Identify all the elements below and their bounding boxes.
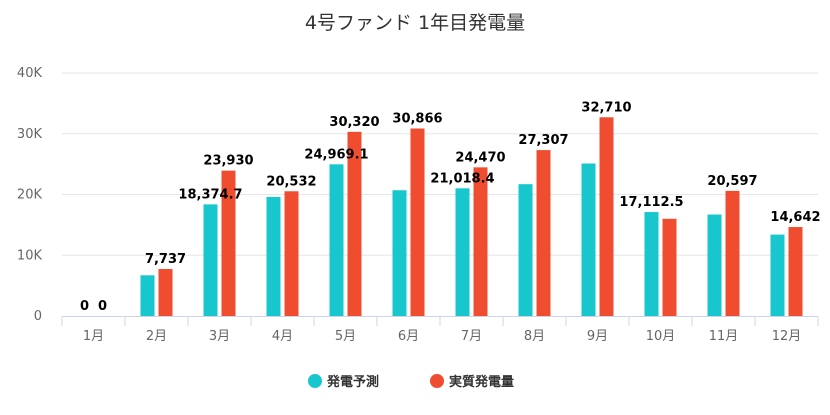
data-label: 17,112.5 (619, 195, 683, 210)
bar[interactable] (347, 131, 362, 316)
x-tick-label: 12月 (772, 329, 802, 344)
bar[interactable] (599, 117, 614, 317)
data-label: 24,969.1 (304, 147, 368, 162)
bar[interactable] (455, 188, 470, 316)
x-tick-label: 6月 (398, 329, 419, 344)
chart-title: 4号ファンド 1年目発電量 (305, 12, 525, 34)
data-labels: 0 18,374.7 24,969.1 21,018.4 17,112.5 0 7,737 2… (80, 100, 821, 314)
bar[interactable] (329, 164, 344, 316)
bar[interactable] (221, 170, 236, 316)
bar[interactable] (266, 196, 281, 316)
grid (62, 72, 818, 256)
y-tick-label: 20K (17, 188, 43, 203)
x-axis: 1月 2月 3月 4月 5月 6月 7月 8月 9月 10月 11月 12月 (61, 316, 819, 344)
data-label: 30,320 (329, 115, 379, 130)
bar[interactable] (284, 191, 299, 316)
x-tick-label: 3月 (209, 329, 230, 344)
data-label: 0 (80, 299, 89, 314)
x-tick-label: 5月 (335, 329, 356, 344)
data-label: 23,930 (203, 154, 253, 169)
legend-item[interactable]: 発電予測 (308, 374, 379, 390)
data-label: 0 (98, 299, 107, 314)
legend-marker (430, 374, 444, 388)
y-tick-label: 10K (17, 248, 43, 263)
legend-marker (308, 374, 322, 388)
x-tick-label: 2月 (146, 329, 167, 344)
data-label: 21,018.4 (430, 171, 494, 186)
bar[interactable] (770, 234, 785, 316)
bar[interactable] (707, 214, 722, 316)
x-tick-label: 11月 (709, 329, 739, 344)
data-label: 32,710 (581, 100, 631, 115)
x-tick-label: 8月 (524, 329, 545, 344)
bar[interactable] (392, 190, 407, 316)
y-tick-label: 40K (17, 66, 43, 81)
bar[interactable] (158, 268, 173, 316)
legend-item[interactable]: 実質発電量 (430, 374, 514, 390)
data-label: 7,737 (145, 252, 186, 267)
data-label: 30,866 (392, 111, 442, 126)
x-tick-label: 1月 (83, 329, 104, 344)
bar[interactable] (473, 167, 488, 316)
data-label: 14,642 (770, 210, 820, 225)
data-label: 20,532 (266, 174, 316, 189)
bar[interactable] (725, 190, 740, 316)
bar[interactable] (644, 212, 659, 316)
legend-label: 実質発電量 (449, 374, 514, 390)
y-axis-ticks: 0 10K 20K 30K 40K (17, 66, 43, 324)
legend-label: 発電予測 (326, 374, 379, 390)
bar[interactable] (203, 204, 218, 316)
bar[interactable] (536, 150, 551, 316)
bar[interactable] (581, 163, 596, 316)
data-label: 27,307 (518, 133, 568, 148)
x-tick-label: 10月 (646, 329, 676, 344)
bar[interactable] (410, 128, 425, 316)
x-tick-label: 4月 (272, 329, 293, 344)
bars (140, 117, 803, 317)
data-label: 24,470 (455, 150, 505, 165)
legend[interactable]: 発電予測 実質発電量 (308, 374, 514, 390)
x-tick-label: 7月 (461, 329, 482, 344)
data-label: 18,374.7 (178, 187, 242, 202)
bar[interactable] (140, 275, 155, 316)
bar[interactable] (518, 184, 533, 316)
bar[interactable] (788, 227, 803, 316)
x-tick-label: 9月 (587, 329, 608, 344)
data-label: 20,597 (707, 174, 757, 189)
bar[interactable] (662, 218, 677, 316)
y-tick-label: 30K (17, 127, 43, 142)
y-tick-label: 0 (34, 309, 42, 324)
